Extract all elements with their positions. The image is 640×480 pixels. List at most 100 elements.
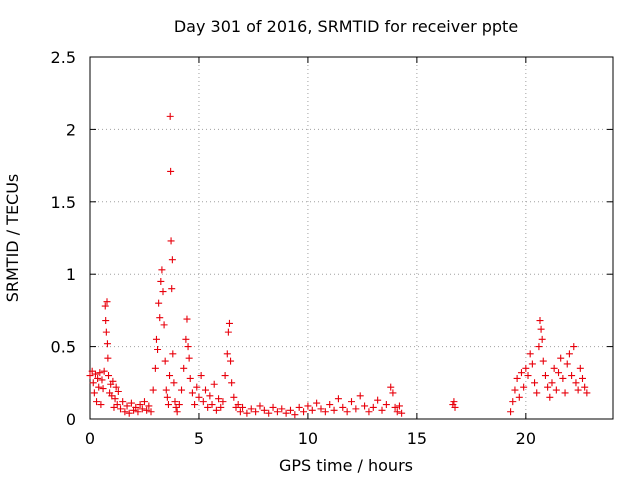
data-point (291, 411, 299, 419)
data-point (520, 383, 528, 391)
data-point (88, 367, 96, 375)
data-point (210, 380, 218, 388)
data-point (136, 401, 144, 409)
data-point (89, 379, 97, 387)
data-point (168, 285, 176, 293)
data-point (526, 350, 534, 358)
data-point (555, 369, 563, 377)
data-point (321, 408, 329, 416)
data-point (121, 408, 129, 416)
data-point (247, 405, 255, 413)
data-point (300, 408, 308, 416)
data-point (172, 403, 180, 411)
data-point (158, 266, 166, 274)
data-point (166, 372, 174, 380)
data-point (163, 393, 171, 401)
data-point (535, 343, 543, 351)
data-point (395, 402, 403, 410)
data-point (387, 383, 395, 391)
data-point (206, 392, 214, 400)
data-point (334, 395, 342, 403)
data-point (219, 398, 227, 406)
data-point (171, 398, 179, 406)
data-point (215, 395, 223, 403)
data-point (369, 403, 377, 411)
data-point (539, 357, 547, 365)
x-tick-label: 15 (407, 429, 427, 448)
data-point (114, 387, 122, 395)
data-point (103, 298, 111, 306)
data-point (361, 402, 369, 410)
data-point (140, 398, 148, 406)
data-point (112, 383, 120, 391)
data-point (217, 403, 225, 411)
data-point (127, 399, 135, 407)
data-point (550, 364, 558, 372)
data-point (102, 328, 110, 336)
plot-frame (89, 56, 614, 420)
y-axis: 0 0.5 1 1.5 2 2.5 (51, 48, 613, 429)
data-point (180, 364, 188, 372)
data-point (269, 403, 277, 411)
data-point (186, 374, 194, 382)
data-point (145, 402, 153, 410)
data-point (528, 360, 536, 368)
data-points (86, 112, 591, 419)
data-point (132, 403, 140, 411)
data-point (252, 408, 260, 416)
data-point (97, 401, 105, 409)
data-point (199, 398, 207, 406)
data-point (513, 374, 521, 382)
data-point (230, 393, 238, 401)
data-point (378, 406, 386, 414)
data-point (225, 319, 233, 327)
x-tick-label: 0 (85, 429, 95, 448)
data-point (260, 406, 268, 414)
data-point (537, 325, 545, 333)
data-point (548, 379, 556, 387)
data-point (182, 335, 190, 343)
data-point (278, 405, 286, 413)
data-point (273, 408, 281, 416)
data-point (155, 299, 163, 307)
data-point (188, 389, 196, 397)
data-point (167, 237, 175, 245)
x-axis-label: GPS time / hours (279, 456, 413, 475)
data-point (541, 372, 549, 380)
data-point (123, 402, 131, 410)
data-point (224, 328, 232, 336)
data-point (389, 389, 397, 397)
y-tick-label: 1.5 (51, 193, 76, 212)
data-point (391, 403, 399, 411)
data-point (95, 383, 103, 391)
data-point (295, 403, 303, 411)
data-point (511, 386, 519, 394)
data-point (559, 374, 567, 382)
data-point (152, 335, 160, 343)
data-point (110, 403, 118, 411)
data-point (348, 398, 355, 406)
data-point (159, 288, 167, 296)
data-point (111, 395, 119, 403)
data-point (221, 372, 229, 380)
data-point (450, 398, 458, 406)
data-point (563, 360, 571, 368)
data-point (568, 372, 576, 380)
data-point (86, 372, 94, 380)
data-point (561, 389, 569, 397)
data-point (134, 408, 142, 416)
data-point (193, 383, 201, 391)
data-point (113, 401, 121, 409)
data-point (239, 403, 247, 411)
data-point (195, 393, 203, 401)
data-point (393, 408, 401, 416)
data-point (330, 406, 338, 414)
data-point (574, 386, 582, 394)
data-point (178, 386, 186, 394)
data-point (119, 398, 127, 406)
data-point (93, 398, 101, 406)
data-point (236, 408, 244, 416)
data-point (256, 402, 264, 410)
data-point (160, 321, 168, 329)
data-point (208, 401, 216, 409)
